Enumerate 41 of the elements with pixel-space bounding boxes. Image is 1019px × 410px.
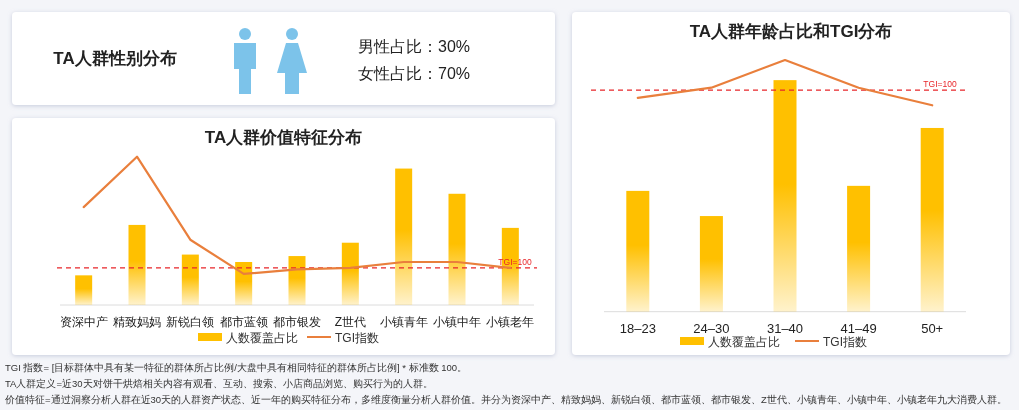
x-tick-label: 都市银发: [273, 315, 321, 329]
annotation: TGI=100: [498, 256, 532, 267]
text: TA人群定义=近30天对饼干烘焙相关内容有观看、互动、搜索、小店商品浏览、购买行为的人群。: [5, 378, 433, 389]
bar: [773, 80, 797, 312]
chart-title: TA人群年龄占比和TGI分布: [689, 22, 893, 41]
text: TGI 指数= [目标群体中具有某一特征的群体所占比例/大盘中具有相同特征的群体所占比例] * 标准数 100。: [5, 362, 468, 373]
bar: [448, 193, 466, 305]
bar: [341, 242, 359, 305]
text: 男性占比：30%: [358, 38, 471, 55]
text: 价值特征=通过洞察分析人群在近30天的人群资产状态、近一年的购买特征分布，多维度衡量分析人群价值。并分为资深中产、精致妈妈、新锐白领、都市蓝领、都市银发、Z世代、小镇青年、小镇中年、小镇老年九大消费人群。: [4, 394, 1007, 405]
bar: [181, 254, 199, 305]
bar: [75, 275, 93, 305]
x-tick-label: Z世代: [334, 315, 367, 329]
x-tick-label: 精致妈妈: [113, 315, 161, 329]
x-tick-label: 18–23: [619, 321, 656, 336]
text: TA人群性别分布: [53, 49, 177, 68]
bar: [626, 190, 650, 312]
x-tick-label: 资深中产: [59, 315, 108, 329]
annotation: TGI=100: [923, 79, 957, 90]
bar: [920, 127, 944, 312]
legend-label: 人数覆盖占比: [226, 331, 298, 345]
x-tick-label: 小镇青年: [379, 315, 428, 329]
bar: [847, 185, 871, 312]
x-tick-label: 都市蓝领: [219, 315, 268, 329]
x-tick-label: 31–40: [766, 321, 804, 336]
bar: [235, 261, 253, 305]
x-tick-label: 新锐白领: [166, 315, 215, 329]
x-tick-label: 50+: [921, 321, 944, 336]
bar: [699, 216, 723, 312]
bar: [395, 168, 413, 305]
legend-label: TGI指数: [823, 335, 867, 349]
text: 女性占比：70%: [358, 65, 471, 82]
x-tick-label: 小镇老年: [486, 315, 535, 329]
bar: [128, 224, 146, 305]
x-tick-label: 41–49: [840, 321, 877, 336]
bar: [288, 256, 306, 305]
legend-label: 人数覆盖占比: [708, 335, 780, 349]
chart-title: TA人群价值特征分布: [204, 128, 363, 147]
x-tick-label: 24–30: [693, 321, 730, 336]
legend-label: TGI指数: [335, 331, 379, 345]
x-tick-label: 小镇中年: [433, 315, 481, 329]
